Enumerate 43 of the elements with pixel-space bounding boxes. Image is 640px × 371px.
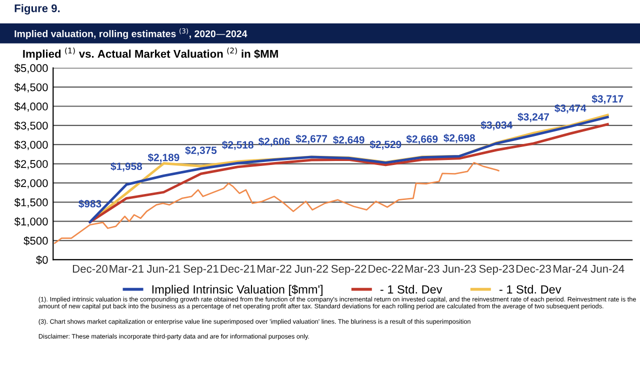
data-label: $2,189 — [148, 153, 180, 163]
chart-subtitle: Implied $^{(1)}$ vs. Actual Market Valuation $^{(2)}$ in $MM — [23, 48, 278, 60]
x-tick-label: Mar-21 — [110, 264, 144, 273]
x-tick-label: Jun-24 — [590, 264, 624, 273]
line-series — [54, 162, 500, 244]
y-tick-label: $500 — [24, 236, 48, 246]
data-label: $2,698 — [444, 134, 475, 144]
y-tick-label: $2,000 — [14, 178, 48, 188]
chart-title: Implied valuation, rolling estimates $^{(3)}$, 2020—2024 — [14, 28, 248, 40]
y-tick-label: $4,500 — [14, 82, 48, 93]
legend-label: - 1 Std. Dev — [380, 284, 442, 294]
x-tick-label: Dec-21 — [220, 264, 256, 273]
data-label: $1,958 — [110, 162, 142, 172]
x-tick-label: Sep-22 — [331, 264, 366, 275]
x-tick-label: Dec-22 — [368, 264, 404, 273]
data-label: $2,669 — [406, 134, 438, 144]
data-label: $2,677 — [296, 134, 328, 144]
y-tick-label: $1,500 — [14, 198, 48, 208]
x-tick-label: Mar-23 — [405, 264, 440, 273]
y-tick-label: $0 — [36, 256, 48, 264]
x-tick-label: Mar-24 — [554, 264, 588, 273]
y-tick-label: $3,000 — [14, 140, 48, 150]
y-tick-label: $3,500 — [14, 121, 48, 131]
y-tick-label: $4,000 — [14, 102, 48, 112]
data-label: $3,474 — [554, 104, 586, 114]
y-tick-label: $2,500 — [14, 160, 48, 170]
x-tick-label: Sep-23 — [479, 264, 514, 275]
y-tick-label: $5,000 — [14, 64, 48, 74]
y-tick-label: $1,000 — [14, 217, 48, 227]
legend-label: Implied Intrinsic Valuation [$mm'] — [152, 284, 322, 296]
legend-label: - 1 Std. Dev — [499, 284, 562, 294]
x-tick-label: Sep-21 — [184, 264, 218, 275]
data-label: $2,649 — [333, 136, 364, 146]
data-label: $3,247 — [518, 112, 549, 122]
x-tick-label: Jun-23 — [442, 264, 476, 273]
caption: Figure 9. — [14, 4, 60, 14]
x-tick-label: Jun-22 — [294, 264, 328, 273]
x-tick-label: Dec-23 — [516, 264, 551, 273]
x-tick-label: Jun-21 — [146, 264, 180, 273]
x-tick-label: Dec-20 — [72, 264, 108, 273]
data-label: $2,375 — [185, 146, 217, 156]
x-tick-label: Mar-22 — [258, 264, 292, 273]
data-label: $3,717 — [592, 94, 624, 104]
